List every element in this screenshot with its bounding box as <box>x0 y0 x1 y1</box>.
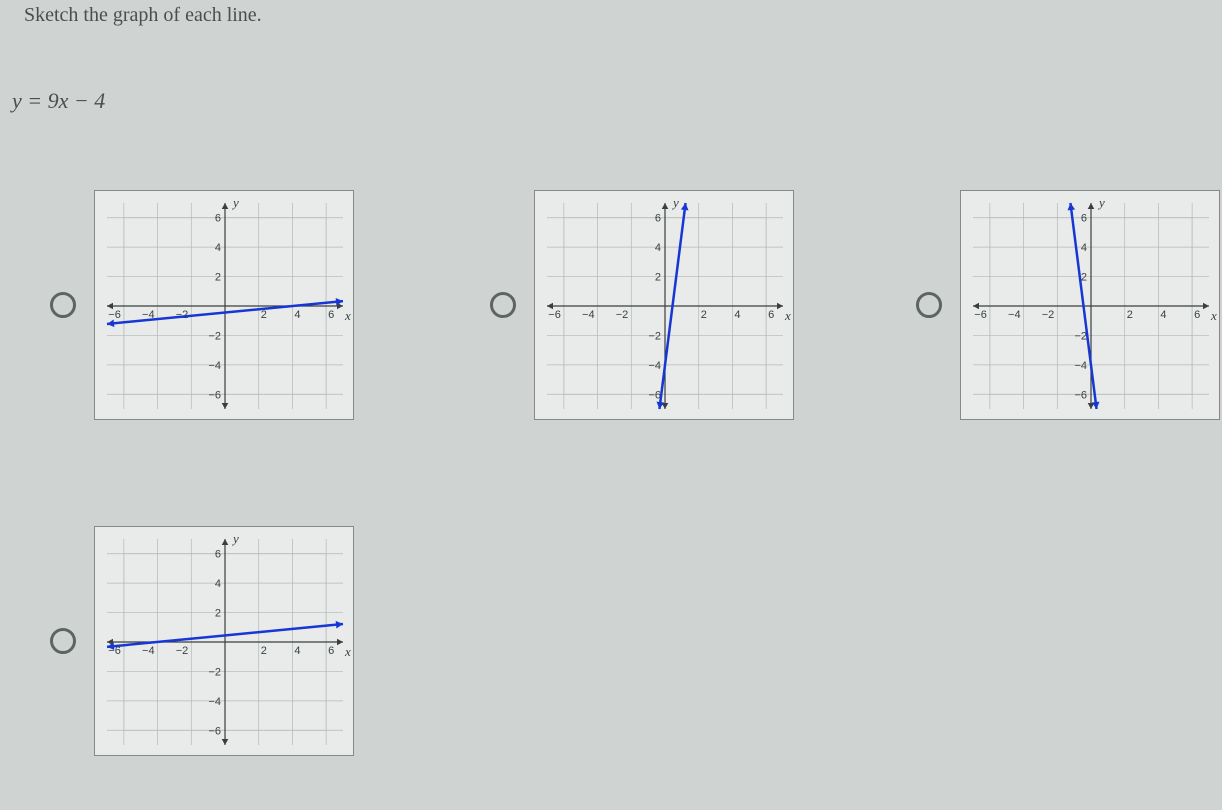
svg-text:4: 4 <box>215 578 221 590</box>
svg-text:−2: −2 <box>208 666 221 678</box>
option-d[interactable]: −6−4−2246−6−4−2246xy <box>50 526 354 756</box>
svg-text:−4: −4 <box>582 309 595 321</box>
svg-text:4: 4 <box>734 309 740 321</box>
svg-text:−6: −6 <box>648 389 661 401</box>
svg-text:−4: −4 <box>208 696 221 708</box>
svg-text:6: 6 <box>215 213 221 225</box>
svg-text:y: y <box>231 195 239 210</box>
svg-text:6: 6 <box>1081 213 1087 225</box>
svg-text:2: 2 <box>655 272 661 284</box>
svg-text:−2: −2 <box>616 309 629 321</box>
graph-a: −6−4−2246−6−4−2246xy <box>94 190 354 420</box>
svg-text:y: y <box>671 195 679 210</box>
equation-text: y = 9x − 4 <box>12 88 105 114</box>
svg-text:4: 4 <box>1160 309 1166 321</box>
option-b[interactable]: −6−4−2246−6−4−2246xy <box>490 190 794 420</box>
svg-text:2: 2 <box>1127 309 1133 321</box>
svg-text:4: 4 <box>294 645 300 657</box>
svg-text:2: 2 <box>215 272 221 284</box>
svg-text:2: 2 <box>215 608 221 620</box>
svg-text:6: 6 <box>328 645 334 657</box>
radio-c[interactable] <box>916 292 942 318</box>
svg-text:−6: −6 <box>208 725 221 737</box>
svg-text:−6: −6 <box>974 309 987 321</box>
svg-text:−2: −2 <box>176 645 189 657</box>
svg-text:6: 6 <box>1194 309 1200 321</box>
svg-text:6: 6 <box>768 309 774 321</box>
svg-text:−6: −6 <box>548 309 561 321</box>
svg-text:4: 4 <box>655 242 661 254</box>
instruction-text: Sketch the graph of each line. <box>24 4 262 27</box>
radio-b[interactable] <box>490 292 516 318</box>
svg-text:x: x <box>1210 308 1217 323</box>
option-c[interactable]: −6−4−2246−6−4−2246xy <box>916 190 1220 420</box>
svg-text:−4: −4 <box>1008 309 1021 321</box>
svg-text:−2: −2 <box>1074 330 1087 342</box>
svg-text:−4: −4 <box>648 360 661 372</box>
svg-text:−6: −6 <box>208 389 221 401</box>
svg-text:y: y <box>231 531 239 546</box>
svg-text:−6: −6 <box>108 309 121 321</box>
option-a[interactable]: −6−4−2246−6−4−2246xy <box>50 190 354 420</box>
svg-text:6: 6 <box>215 549 221 561</box>
svg-text:−2: −2 <box>648 330 661 342</box>
svg-text:y: y <box>1097 195 1105 210</box>
svg-text:2: 2 <box>701 309 707 321</box>
svg-text:4: 4 <box>294 309 300 321</box>
graph-b: −6−4−2246−6−4−2246xy <box>534 190 794 420</box>
svg-text:−2: −2 <box>208 330 221 342</box>
svg-text:4: 4 <box>1081 242 1087 254</box>
svg-text:−2: −2 <box>1042 309 1055 321</box>
svg-text:−4: −4 <box>142 645 155 657</box>
radio-a[interactable] <box>50 292 76 318</box>
svg-text:x: x <box>784 308 791 323</box>
graph-d: −6−4−2246−6−4−2246xy <box>94 526 354 756</box>
svg-text:−4: −4 <box>208 360 221 372</box>
radio-d[interactable] <box>50 628 76 654</box>
graph-c: −6−4−2246−6−4−2246xy <box>960 190 1220 420</box>
svg-text:−6: −6 <box>1074 389 1087 401</box>
svg-text:6: 6 <box>328 309 334 321</box>
svg-text:2: 2 <box>261 309 267 321</box>
svg-text:4: 4 <box>215 242 221 254</box>
svg-text:x: x <box>344 308 351 323</box>
svg-text:6: 6 <box>655 213 661 225</box>
svg-text:2: 2 <box>261 645 267 657</box>
svg-text:−2: −2 <box>176 309 189 321</box>
svg-text:−4: −4 <box>1074 360 1087 372</box>
svg-text:x: x <box>344 644 351 659</box>
svg-text:2: 2 <box>1081 272 1087 284</box>
